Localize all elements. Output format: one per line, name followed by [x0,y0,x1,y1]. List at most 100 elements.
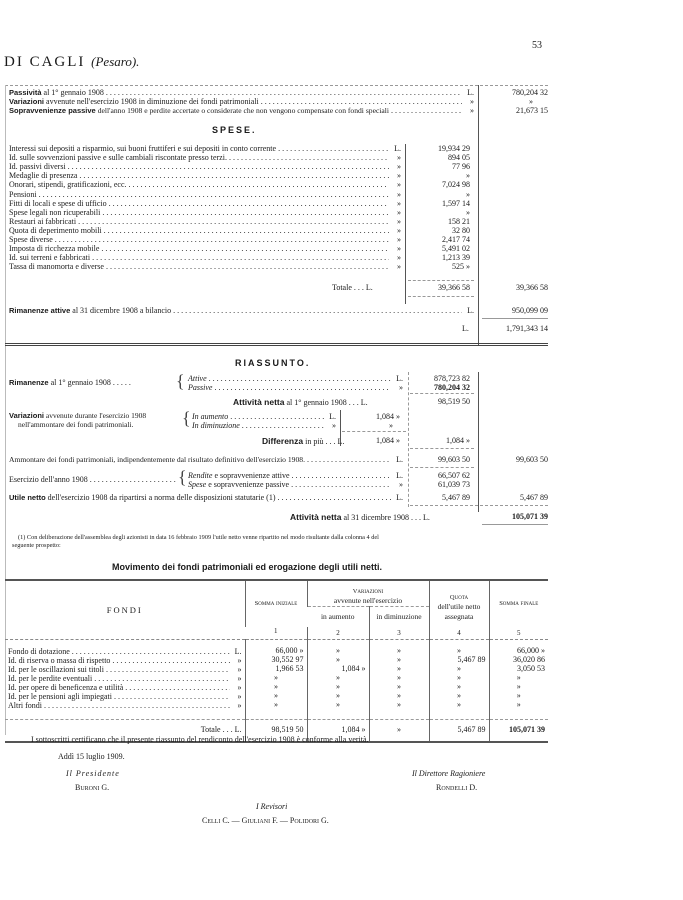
spese-value: 1,213 39 [442,253,470,263]
fondi-row: Altri fondi»»»»»» [5,700,549,710]
fondi-label: Fondo di dotazioneL. [8,647,242,656]
spese-row: Id. sulle sovvenzioni passive e sulle ca… [9,153,401,162]
fondi-total-row: Totale . . . L. 98,519 50 1,084 »» 5,467 89… [5,719,549,742]
fondi-cell-c3: » [368,639,430,656]
spese-row: Id. passivi diversi» [9,162,401,171]
rule [410,467,474,468]
fondi-cell-c4: » [428,673,490,683]
fondi-label: Altri fondi» [8,701,242,710]
rule [410,505,548,506]
fondi-total-c1: 98,519 50 [244,719,307,742]
col-number: 3 [368,627,430,640]
spese-row: Interessi sui depositi a risparmio, sui … [9,144,401,153]
grand-total-unit: L. [462,324,469,333]
variazioni-row: Variazioni avvenute nell'esercizio 1908 … [9,97,474,106]
in-aumento-value: 1,084 » [376,412,400,421]
fondi-cell-c3: » [368,691,430,701]
fondi-cell-c1: 1,966 53 [244,664,307,674]
variazioni-label: Variazioni avvenute durante l'esercizio … [9,411,147,429]
fondi-cell-c3: » [368,700,430,710]
fondi-cell-c5: » [488,700,549,710]
top-rule [5,85,548,86]
spese-total: 39,366 58 [438,283,470,292]
fondi-row: Id. per le perdite eventuali»»»»»» [5,673,549,683]
fondi-total-c5: 105,071 39 [488,719,549,742]
sopravvenienze-row: Sopravvenienze passive dell'anno 1908 e … [9,106,474,115]
spese-passive-value: 61,039 73 [438,480,470,489]
spese-value: 32 80 [452,225,470,235]
fondi-label: Id. per le perdite eventuali» [8,674,242,683]
fondi-row: Fondo di dotazioneL.66,000 »»»»66,000 » [5,639,549,656]
brace: { [176,371,185,391]
fondi-cell-c4: » [428,700,490,710]
fondi-total-label: Totale . . . L. [200,725,242,735]
header-quota: Quota dell'utile netto assegnata [428,580,490,627]
spese-value: 894 05 [448,153,470,163]
presidente-title: Il Presidente [66,769,120,778]
fondi-cell-c5: 66,000 » [488,639,549,656]
variazioni-divider [340,410,341,446]
fondi-cell-c4: » [428,639,490,656]
fondi-cell-c3: » [368,673,430,683]
fondi-cell-c2: » [306,682,369,692]
brace: { [178,467,187,487]
variazioni-value: » [529,97,533,106]
rule [482,524,548,525]
differenza-value: 1,084 » [376,436,400,445]
presidente-name: Buroni G. [75,783,110,792]
spese-row: Spese diverse» [9,235,401,244]
spese-value: 2,417 74 [442,235,470,244]
title-text: DI CAGLI [4,54,86,70]
spese-column-divider [405,144,406,304]
fondi-cell-c2: 1,084 » [306,664,369,674]
rule [410,448,474,449]
riassunto-divider [478,372,479,512]
differenza-value-carried: 1,084 » [446,436,470,445]
spese-row: Fitti di locali e spese di ufficio» [9,199,401,208]
fondi-cell-c2: » [306,691,369,701]
section-double-rule [5,343,548,346]
movimento-title: Movimento dei fondi patrimoniali ed erog… [112,562,383,572]
rimanenze-passive-1-value: 780,204 32 [434,383,470,392]
utile-netto-value: 5,467 89 [442,493,470,502]
differenza-label: Differenza in più . . . L. [262,436,345,446]
attivita-netta-1-value: 98,519 50 [438,397,470,406]
certification-text: I sottoscritti certificano che il presen… [31,735,369,744]
fondi-label: Id. per le oscillazioni sui titoli» [8,665,242,674]
passivita-row: Passività al 1° gennaio 1908L. [9,88,474,97]
fondi-total-c4: 5,467 89 [428,719,490,742]
header-somma-finale: Somma finale [488,580,549,627]
grand-total-rule [482,318,548,319]
certification-date: Addì 15 luglio 1909. [58,752,125,761]
rimanenze-attive-row: Rimanenze attive al 31 dicembre 1908 a b… [9,306,474,315]
riassunto-inner-divider [408,372,409,507]
spese-heading: SPESE. [212,125,257,135]
spese-row: Tassa di manomorta e diverse» [9,262,401,271]
spese-total-label: Totale . . . L. [332,283,373,292]
direttore-title: Il Direttore Ragioniere [412,769,486,778]
fondi-cell-c4: » [428,664,490,674]
spese-row: Onorari, stipendi, gratificazioni, ecc.» [9,180,401,189]
spese-row: Medaglie di presenza» [9,171,401,180]
col-number: 4 [428,627,490,640]
fondi-cell-c1: » [244,691,307,701]
spese-total-rule-bottom [408,296,474,297]
fondi-cell-c3: » [368,682,430,692]
fondi-label: Id. per opere di beneficenza e utilità» [8,683,242,692]
header-fondi: FONDI [106,604,143,615]
spese-row: Quota di deperimento mobili» [9,226,401,235]
spese-value: » [466,189,470,199]
passivita-value: 780,204 32 [512,88,548,97]
in-diminuzione-row: In diminuzione» [192,421,336,430]
spese-row: Id. sui terreni e fabbricati» [9,253,401,262]
fondi-cell-c2: » [306,639,369,656]
revisori-names: Celli C. — Giuliani F. — Polidori G. [202,816,329,825]
fondi-cell-c3: » [368,655,430,665]
attivita-netta-1-label: Attività netta al 1° gennaio 1908 . . . … [233,397,368,407]
spese-value: 158 21 [448,216,470,226]
fondi-cell-c5: » [488,682,549,692]
spese-passive-row: Spese e sopravvenienze passive» [188,480,403,489]
rule [410,393,474,394]
brace: { [182,408,191,428]
fondi-cell-c5: 3,050 53 [488,664,549,674]
